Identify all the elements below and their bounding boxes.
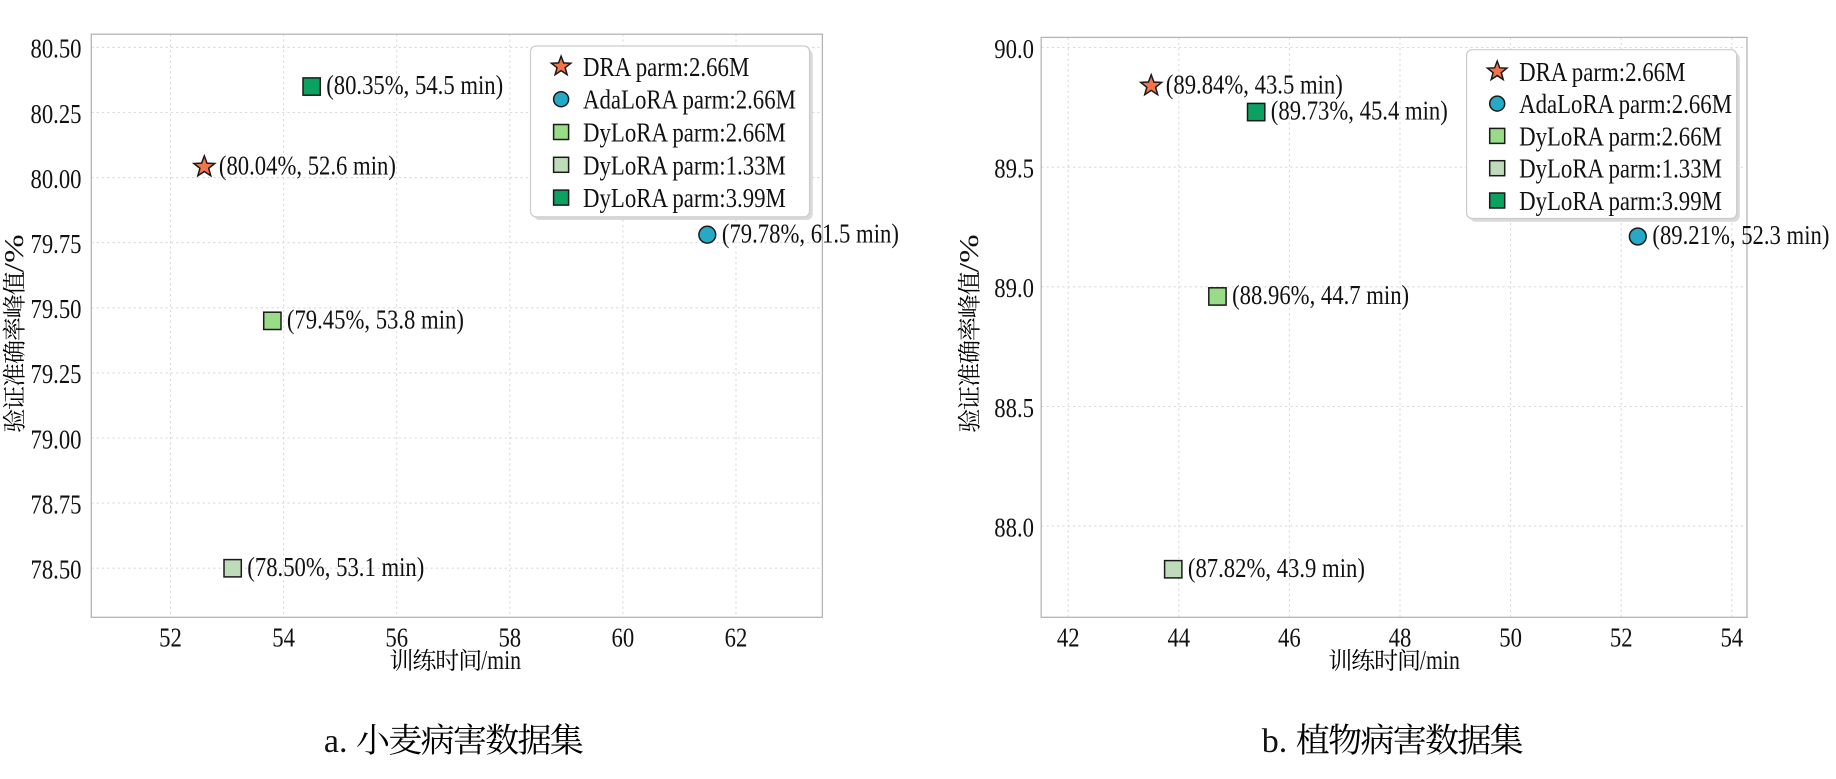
svg-text:79.75: 79.75 — [31, 229, 82, 259]
svg-text:DyLoRA parm:3.99M: DyLoRA parm:3.99M — [1519, 186, 1722, 216]
svg-text:52: 52 — [1610, 622, 1633, 652]
svg-text:80.50: 80.50 — [31, 34, 82, 64]
svg-text:DRA parm:2.66M: DRA parm:2.66M — [583, 52, 749, 82]
svg-text:(80.04%, 52.6 min): (80.04%, 52.6 min) — [219, 151, 396, 181]
svg-text:(79.78%, 61.5 min): (79.78%, 61.5 min) — [722, 218, 899, 248]
svg-text:(87.82%, 43.9 min): (87.82%, 43.9 min) — [1188, 553, 1365, 583]
svg-text:/%: /% — [0, 234, 29, 272]
svg-text:(88.96%, 44.7 min): (88.96%, 44.7 min) — [1232, 280, 1409, 310]
svg-text:60: 60 — [612, 622, 635, 652]
svg-text:42: 42 — [1057, 622, 1080, 652]
svg-text:88.5: 88.5 — [994, 393, 1034, 423]
svg-text:DyLoRA parm:1.33M: DyLoRA parm:1.33M — [1519, 154, 1722, 184]
svg-text:50: 50 — [1499, 622, 1522, 652]
svg-text:48: 48 — [1389, 622, 1412, 652]
svg-text:(89.21%, 52.3 min): (89.21%, 52.3 min) — [1652, 220, 1829, 250]
svg-text:/%: /% — [954, 234, 984, 272]
svg-text:DyLoRA parm:2.66M: DyLoRA parm:2.66M — [583, 118, 786, 148]
svg-text:88.0: 88.0 — [994, 512, 1034, 542]
svg-text:/min: /min — [481, 645, 521, 675]
svg-text:78.75: 78.75 — [31, 489, 82, 519]
svg-text:89.5: 89.5 — [994, 154, 1034, 184]
svg-text:DyLoRA parm:3.99M: DyLoRA parm:3.99M — [583, 183, 786, 213]
svg-text:DyLoRA parm:1.33M: DyLoRA parm:1.33M — [583, 150, 786, 180]
svg-text:AdaLoRA parm:2.66M: AdaLoRA parm:2.66M — [583, 85, 796, 115]
svg-text:79.25: 79.25 — [31, 359, 82, 389]
svg-text:44: 44 — [1167, 622, 1190, 652]
svg-text:(79.45%, 53.8 min): (79.45%, 53.8 min) — [287, 304, 464, 334]
svg-text:46: 46 — [1278, 622, 1301, 652]
svg-text:(89.84%, 43.5 min): (89.84%, 43.5 min) — [1166, 69, 1343, 99]
svg-text:80.25: 80.25 — [31, 99, 82, 129]
svg-text:b.: b. — [1262, 723, 1296, 760]
svg-text:DyLoRA parm:2.66M: DyLoRA parm:2.66M — [1519, 121, 1722, 151]
svg-text:a.: a. — [324, 723, 356, 760]
svg-text:79.00: 79.00 — [31, 424, 82, 454]
svg-text:89.0: 89.0 — [994, 273, 1034, 303]
svg-text:52: 52 — [159, 622, 182, 652]
svg-text:(89.73%, 45.4 min): (89.73%, 45.4 min) — [1271, 96, 1448, 126]
svg-text:DRA parm:2.66M: DRA parm:2.66M — [1519, 57, 1685, 87]
svg-text:(80.35%, 54.5 min): (80.35%, 54.5 min) — [326, 70, 503, 100]
svg-text:AdaLoRA parm:2.66M: AdaLoRA parm:2.66M — [1519, 89, 1732, 119]
svg-text:(78.50%, 53.1 min): (78.50%, 53.1 min) — [247, 552, 424, 582]
svg-text:90.0: 90.0 — [994, 34, 1034, 64]
svg-text:79.50: 79.50 — [31, 294, 82, 324]
svg-text:54: 54 — [1720, 622, 1743, 652]
svg-text:56: 56 — [385, 622, 408, 652]
svg-text:54: 54 — [272, 622, 295, 652]
svg-text:/min: /min — [1420, 645, 1460, 675]
svg-text:58: 58 — [498, 622, 521, 652]
svg-text:62: 62 — [725, 622, 748, 652]
svg-text:78.50: 78.50 — [31, 555, 82, 585]
svg-text:80.00: 80.00 — [31, 164, 82, 194]
